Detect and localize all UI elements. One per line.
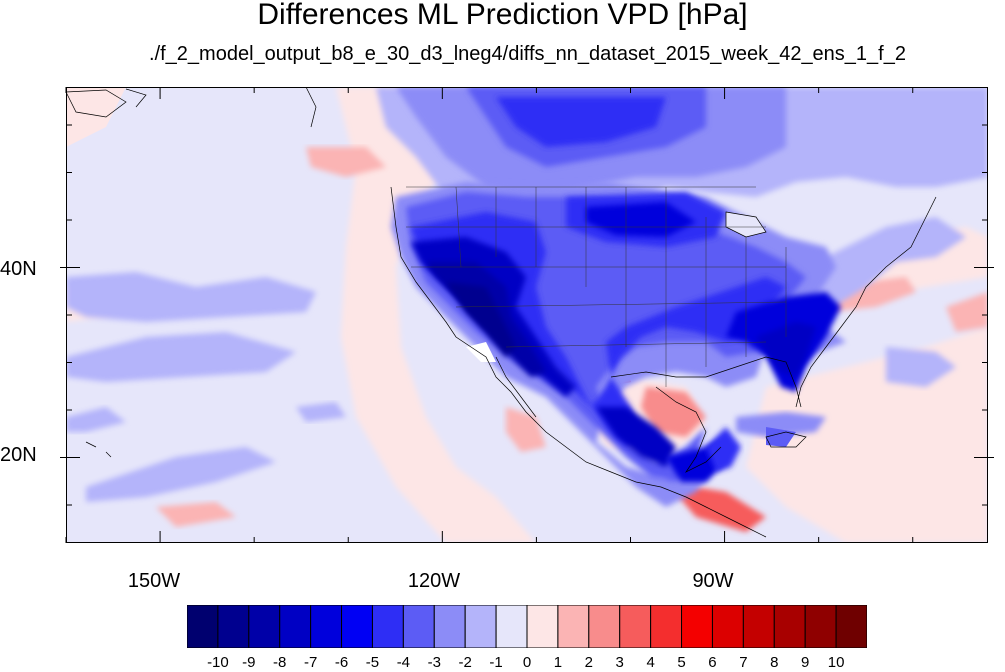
map-panel [60, 87, 994, 543]
colorbar-tick-label: 9 [801, 654, 810, 671]
colorbar-swatch [217, 604, 250, 649]
coastlines [66, 87, 937, 538]
lon-tick-label-120w: 120W [407, 570, 461, 592]
lat-tick-label-40n: 40N [0, 258, 37, 280]
colorbar-swatch [248, 604, 281, 649]
colorbar-swatch [402, 604, 435, 649]
lat-tick-label-20n: 20N [0, 444, 37, 466]
colorbar-swatch [650, 604, 683, 649]
vpd-difference-map [66, 87, 988, 543]
colorbar-swatch [310, 604, 343, 649]
colorbar-swatch [804, 604, 837, 649]
colorbar-swatch [341, 604, 373, 649]
colorbar-swatch [186, 604, 219, 649]
colorbar-swatch [681, 604, 713, 649]
state-borders [406, 186, 787, 387]
colorbar-tick-label: -7 [303, 654, 318, 671]
colorbar-swatch [557, 604, 590, 649]
colorbar-tick-label: -3 [427, 654, 441, 671]
map-title: Differences ML Prediction VPD [hPa] [257, 0, 748, 31]
colorbar-swatch [742, 604, 775, 649]
colorbar-tick-label: 1 [553, 654, 563, 671]
colorbar-tick-label: 6 [708, 654, 717, 671]
colorbar [186, 604, 868, 649]
colorbar-tick-label: 10 [827, 654, 845, 671]
map-subtitle: ./f_2_model_output_b8_e_30_d3_lneg4/diff… [149, 43, 906, 65]
zero-anomaly-patch [466, 342, 496, 362]
colorbar-tick-label: 0 [522, 654, 532, 671]
colorbar-tick-label: -5 [365, 654, 380, 671]
colorbar-swatch [773, 604, 806, 649]
colorbar-tick-label: -4 [396, 654, 411, 671]
colorbar-tick-label: -1 [489, 654, 503, 671]
colorbar-swatch [371, 604, 404, 649]
colorbar-swatch [619, 604, 652, 649]
colorbar-tick-label: 7 [739, 654, 748, 671]
map-ticks [60, 87, 994, 543]
colorbar-swatch [464, 604, 497, 649]
colorbar-swatch [495, 604, 528, 649]
colorbar-tick-label: -2 [458, 654, 472, 671]
colorbar-swatch [711, 604, 744, 649]
colorbar-tick-label: 3 [615, 654, 624, 671]
colorbar-swatch [279, 604, 312, 649]
colorbar-tick-label: -10 [207, 654, 229, 671]
colorbar-tick-label: -6 [334, 654, 349, 671]
colorbar-swatch [588, 604, 621, 649]
colorbar-tick-label: -9 [242, 654, 256, 671]
colorbar-tick-label: 2 [584, 654, 593, 671]
lon-tick-label-150w: 150W [127, 570, 181, 592]
great-lakes-light-patch [726, 212, 766, 237]
colorbar-tick-label: 5 [677, 654, 686, 671]
lon-tick-label-90w: 90W [692, 570, 734, 592]
colorbar-swatch [433, 604, 466, 649]
colorbar-tick-label: 8 [770, 654, 779, 671]
colorbar-tick-label: -8 [273, 654, 287, 671]
colorbar-swatch [835, 604, 868, 649]
colorbar-swatch [526, 604, 559, 649]
colorbar-tick-label: 4 [646, 654, 655, 671]
